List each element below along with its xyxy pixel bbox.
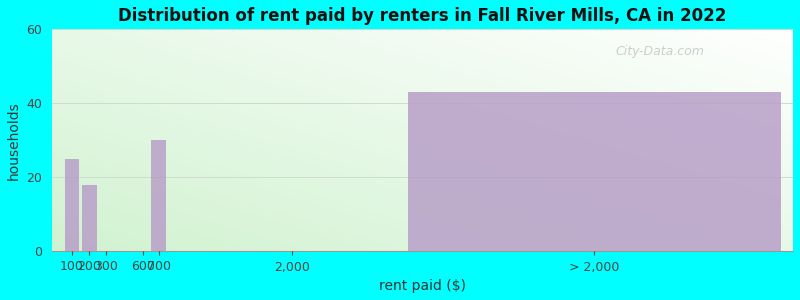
Title: Distribution of rent paid by renters in Fall River Mills, CA in 2022: Distribution of rent paid by renters in … [118, 7, 726, 25]
Bar [408, 92, 781, 251]
Bar [151, 140, 166, 251]
X-axis label: rent paid ($): rent paid ($) [379, 279, 466, 293]
Y-axis label: households: households [7, 101, 21, 180]
Bar [82, 185, 97, 251]
Text: City-Data.com: City-Data.com [615, 45, 704, 58]
Bar [65, 159, 79, 251]
